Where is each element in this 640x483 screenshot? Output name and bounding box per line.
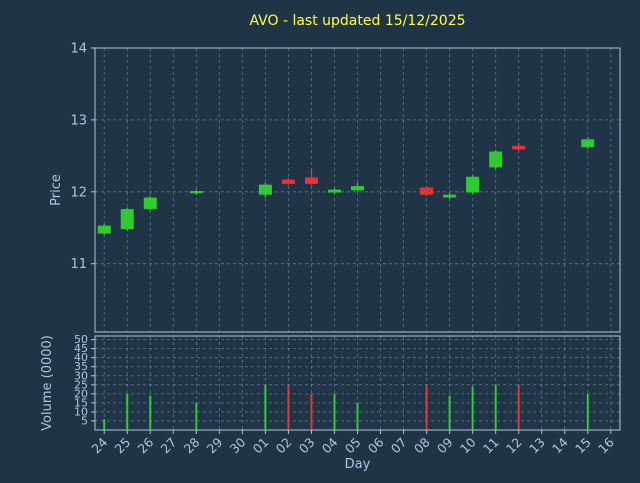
svg-text:25: 25	[112, 435, 134, 457]
svg-text:24: 24	[88, 434, 110, 456]
svg-text:12: 12	[70, 185, 87, 200]
svg-text:30: 30	[227, 434, 249, 456]
svg-text:14: 14	[70, 42, 87, 57]
svg-text:30: 30	[74, 369, 88, 382]
svg-text:01: 01	[250, 435, 272, 457]
svg-text:13: 13	[526, 435, 548, 457]
volume-axis-label: Volume (0000)	[40, 335, 55, 431]
svg-text:10: 10	[457, 434, 479, 456]
svg-text:35: 35	[74, 360, 88, 373]
svg-text:27: 27	[158, 435, 180, 457]
svg-text:16: 16	[595, 434, 617, 456]
svg-text:12: 12	[503, 435, 525, 457]
svg-text:26: 26	[135, 434, 157, 456]
svg-text:20: 20	[74, 387, 88, 400]
svg-text:5: 5	[81, 414, 88, 427]
svg-text:28: 28	[181, 434, 203, 456]
svg-text:05: 05	[342, 435, 364, 457]
svg-text:14: 14	[549, 434, 571, 456]
svg-text:03: 03	[296, 435, 318, 457]
price-axis-label: Price	[49, 174, 64, 206]
x-axis-label: Day	[344, 457, 371, 472]
svg-text:50: 50	[74, 333, 88, 346]
svg-text:15: 15	[572, 435, 594, 457]
svg-text:10: 10	[74, 405, 88, 418]
svg-text:02: 02	[273, 435, 295, 457]
svg-text:08: 08	[411, 434, 433, 456]
chart-title: AVO - last updated 15/12/2025	[249, 13, 466, 29]
svg-text:04: 04	[319, 434, 341, 456]
svg-text:15: 15	[74, 396, 88, 409]
svg-text:09: 09	[434, 434, 456, 456]
svg-text:25: 25	[74, 378, 88, 391]
svg-text:13: 13	[70, 113, 87, 128]
svg-text:11: 11	[480, 435, 502, 457]
svg-text:07: 07	[388, 435, 410, 457]
svg-text:11: 11	[70, 257, 87, 272]
svg-text:45: 45	[74, 342, 88, 355]
svg-text:06: 06	[365, 434, 387, 456]
svg-text:40: 40	[74, 351, 88, 364]
svg-text:29: 29	[204, 434, 226, 456]
